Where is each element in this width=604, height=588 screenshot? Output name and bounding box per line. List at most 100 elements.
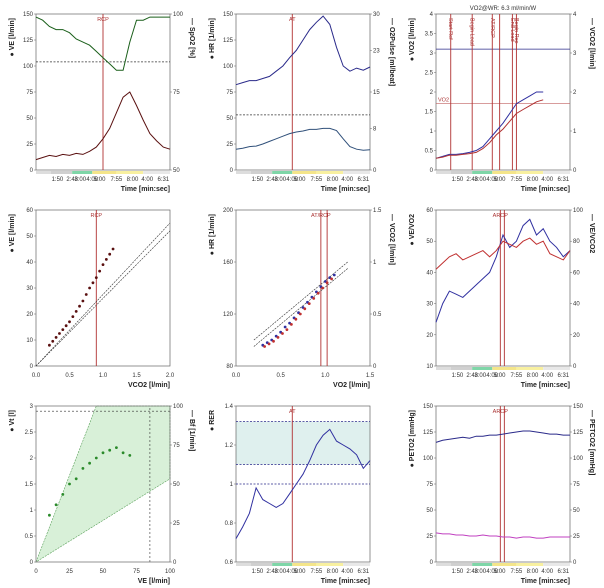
ytick-right-label: 1.5: [373, 208, 382, 214]
ytick-left-label: 3: [30, 404, 34, 410]
xtick-label: 0.5: [65, 373, 74, 379]
chart-rer: 0.6 0.8 1 1.2 1.4 1:50 2:48 3:00 4:00 5:00 7:55 8:0…: [200, 392, 400, 588]
phase-bar-segment: [472, 563, 493, 566]
ytick-right-label: 50: [173, 482, 180, 488]
chart-svg-hr-vco2: 80 120 160 200 0 0.5 1 1.5 0.0 0.5 1.0 1.5 VO2 [l/mi…: [209, 208, 395, 389]
xtick-label: 8:00: [327, 177, 339, 183]
scatter-point: [91, 281, 95, 285]
ytick-right-label: 3: [573, 51, 577, 57]
xtick-label: 4:00: [341, 177, 353, 183]
plot-frame: [435, 405, 571, 563]
plot-frame: [435, 13, 571, 171]
ytick-left-label: 0: [30, 560, 34, 566]
ytick-left-label: 0.8: [225, 521, 234, 527]
ytick-left-label: 100: [223, 64, 234, 70]
xtick-label: 1.5: [366, 373, 375, 379]
xtick-label: 3:00: [474, 569, 486, 575]
scatter-point: [74, 310, 78, 313]
xtick-label: 4:00: [541, 177, 553, 183]
phase-bar-segment: [450, 563, 473, 566]
ytick-left-label: 120: [223, 312, 234, 318]
xtick-label: 75: [133, 569, 140, 575]
regression-line: [35, 222, 171, 367]
x-axis-label: Time [min:sec]: [121, 186, 170, 193]
ytick-left-label: 200: [223, 208, 234, 214]
y-axis-label-left: ● VO2 [l/min]: [409, 18, 416, 61]
vline-label: AT/RCP: [311, 213, 331, 219]
ytick-left-label: 60: [26, 208, 33, 214]
chart-vo2: 0 0.5 1 1.5 2 2.5 3 3.5 4 0 1 2 3 4 1:50 2:48 3:00 4:00 5:…: [400, 0, 600, 196]
xtick-label: 6:31: [157, 177, 169, 183]
chart-ve-vo2-ratio: 10 20 30 40 50 60 0 20 40 60 80 100 1:50 2:48 3:00 4:00…: [400, 196, 600, 392]
ytick-left-label: 20: [426, 333, 433, 339]
scatter-point: [332, 273, 336, 277]
ytick-left-label: 50: [226, 116, 233, 122]
phase-bar-segment: [543, 171, 570, 174]
xtick-label: 50: [100, 569, 107, 575]
xtick-label: 25: [66, 569, 73, 575]
phase-bar-segment: [72, 171, 93, 174]
ytick-left-label: 50: [26, 116, 33, 122]
ytick-left-label: 25: [426, 534, 433, 540]
xtick-label: 6:31: [357, 569, 369, 575]
xtick-label: 2:48: [266, 177, 278, 183]
ytick-left-label: 0: [230, 168, 234, 174]
y-axis-label-left: ● VE/VO2: [409, 214, 416, 246]
scatter-point: [58, 332, 61, 335]
xtick-label: 6:31: [557, 569, 569, 575]
ytick-left-label: 75: [26, 90, 33, 96]
ytick-right-label: 100: [173, 404, 184, 410]
vline-label: RCP: [90, 213, 102, 219]
series-line-spo2: [35, 16, 170, 71]
phase-bar-segment: [472, 171, 493, 174]
ytick-right-label: 20: [573, 333, 580, 339]
series-line-hr: [235, 15, 371, 86]
ytick-left-label: 75: [226, 90, 233, 96]
ytick-left-label: 80: [226, 364, 233, 370]
ytick-left-label: 1: [30, 508, 34, 514]
chart-ve-spo2: 0 25 50 75 100 125 150 50 75 100 1:50 2:48 3:00 4:00 5…: [0, 0, 200, 196]
xtick-label: 8:00: [527, 177, 539, 183]
ytick-left-label: 0: [30, 364, 34, 370]
ytick-left-label: 30: [26, 286, 33, 292]
xtick-label: 0.0: [32, 373, 41, 379]
xtick-label: 7:55: [111, 177, 123, 183]
ytick-left-label: 2: [30, 456, 34, 462]
ytick-right-label: 0: [373, 168, 377, 174]
ytick-left-label: 1.4: [225, 404, 234, 410]
plot-frame: [35, 209, 171, 367]
regression-line: [35, 230, 171, 367]
scatter-point: [61, 328, 65, 331]
plot-frame: [435, 209, 571, 367]
chart-hr-o2pulse: 0 25 50 75 100 125 150 0 8 15 23 30 1:50 2:48 3:00 4:00…: [200, 0, 400, 196]
ytick-left-label: 125: [423, 430, 434, 436]
series-line-rer: [235, 428, 371, 539]
phase-bar-segment: [516, 367, 544, 370]
xtick-label: 7:55: [511, 177, 523, 183]
ytick-left-label: 2: [430, 90, 434, 96]
chart-svg-vt-bf: 0 0.5 1 1.5 2 2.5 3 0 25 50 75 100 0 25 50 75 100 VE [l/m…: [9, 404, 195, 585]
phase-bar-segment: [250, 171, 273, 174]
xtick-label: 1:50: [52, 177, 64, 183]
ytick-right-label: 150: [573, 404, 584, 410]
chart-petco2: 0 25 50 75 100 125 150 0 25 50 75 100 125 150 1:50 2:48…: [400, 392, 600, 588]
scatter-point: [94, 276, 98, 279]
xtick-label: 6:31: [357, 177, 369, 183]
xtick-label: 3:00: [74, 177, 86, 183]
ytick-left-label: 150: [23, 12, 34, 18]
scatter-point: [312, 297, 316, 300]
phase-bar-segment: [292, 563, 317, 566]
series-line-peto2: [435, 430, 570, 443]
scatter-point: [81, 299, 85, 303]
chart-svg-ve-vco2: 0 10 20 30 40 50 60 0.0 0.5 1.0 1.5 2.0 VCO2 [l/min]…: [9, 208, 175, 389]
xtick-label: 4:00: [541, 569, 553, 575]
ytick-right-label: 2: [573, 90, 577, 96]
scatter-point: [88, 461, 91, 465]
y-axis-label-right: — O2Pulse [ml/beat]: [388, 18, 395, 86]
xtick-label: 7:55: [511, 569, 523, 575]
ytick-right-label: 0: [173, 560, 177, 566]
phase-bar-segment: [236, 563, 251, 566]
ytick-right-label: 25: [173, 521, 180, 527]
xtick-label: 1:50: [452, 373, 464, 379]
